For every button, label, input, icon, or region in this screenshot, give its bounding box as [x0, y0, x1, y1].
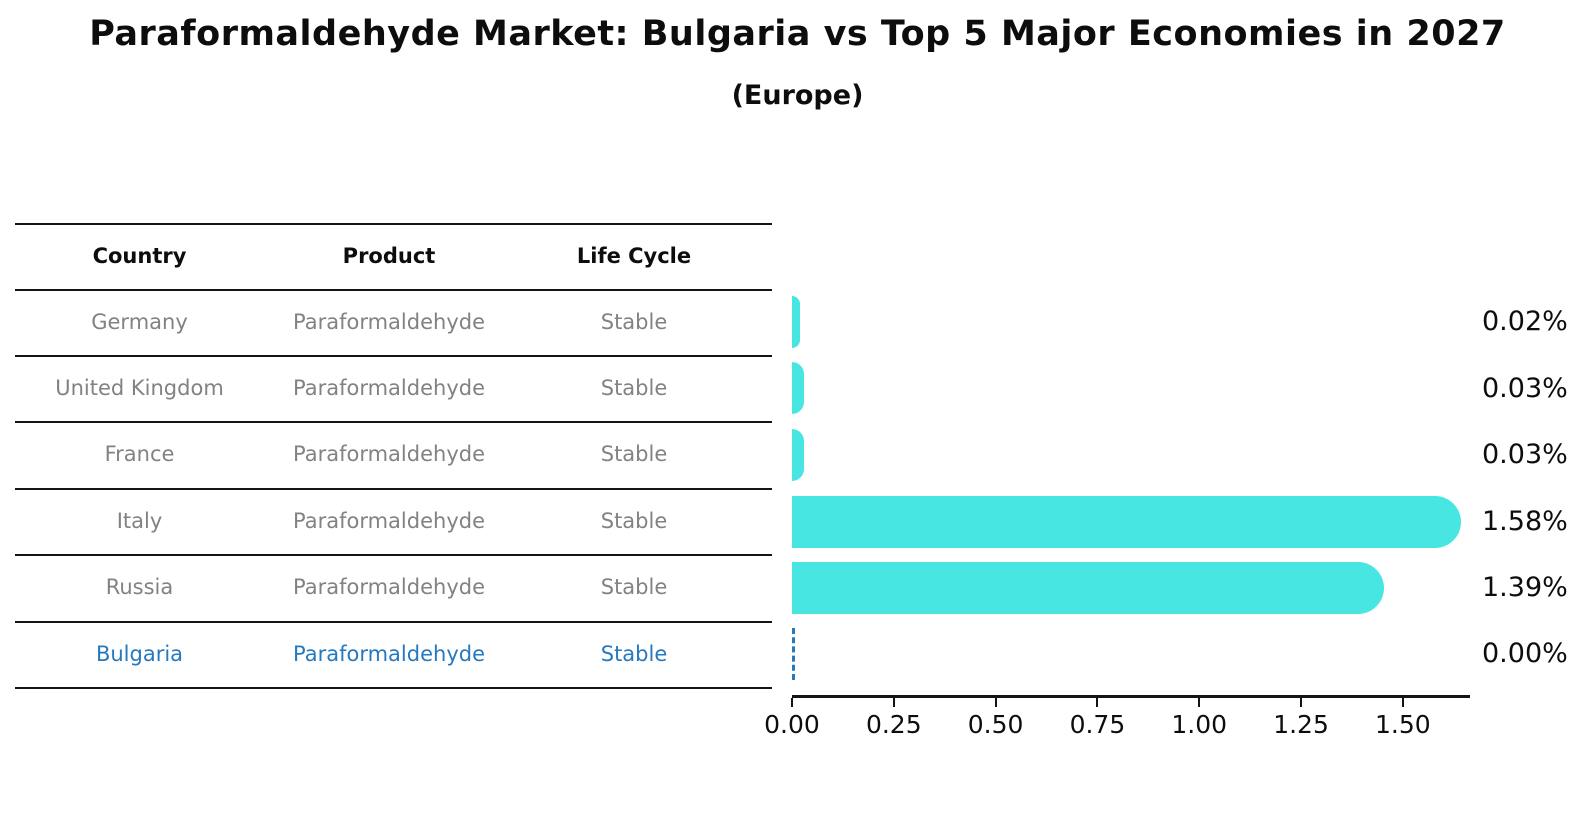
cell-life-cycle: Stable — [600, 376, 668, 400]
table-row-russia: Russia Paraformaldehyde Stable — [15, 554, 772, 620]
bar-russia — [792, 562, 1385, 614]
tick-label: 1.50 — [1374, 710, 1431, 739]
tick-mark — [994, 698, 997, 707]
tick-mark — [1096, 698, 1099, 707]
table-rule — [15, 355, 772, 357]
cell-product: Paraformaldehyde — [293, 442, 485, 466]
table-row-bulgaria: Bulgaria Paraformaldehyde Stable — [15, 621, 772, 687]
table-row-italy: Italy Paraformaldehyde Stable — [15, 488, 772, 554]
tick-label: 0.75 — [1069, 710, 1126, 739]
table-row-germany: Germany Paraformaldehyde Stable — [15, 289, 772, 355]
value-label: 1.58% — [1482, 506, 1568, 537]
bar-germany — [792, 296, 801, 348]
cell-life-cycle: Stable — [600, 442, 668, 466]
cell-life-cycle: Stable — [600, 642, 668, 666]
cell-product: Paraformaldehyde — [293, 376, 485, 400]
bar-bulgaria-zero-marker — [792, 628, 795, 680]
chart-title: Paraformaldehyde Market: Bulgaria vs Top… — [89, 14, 1506, 54]
value-label: 1.39% — [1482, 572, 1568, 603]
cell-country: Russia — [105, 575, 174, 599]
tick-label: 0.50 — [967, 710, 1024, 739]
cell-country: France — [104, 442, 175, 466]
tick-mark — [1401, 698, 1404, 707]
cell-life-cycle: Stable — [600, 310, 668, 334]
table-rule — [15, 554, 772, 556]
tick-mark — [892, 698, 895, 707]
tick-label: 1.25 — [1273, 710, 1329, 739]
table-rule — [15, 421, 772, 423]
tick-label: 0.25 — [865, 710, 922, 739]
cell-life-cycle: Stable — [600, 575, 668, 599]
table-rule — [15, 488, 772, 490]
tick-label: 0.00 — [764, 710, 820, 739]
cell-country: Italy — [116, 509, 163, 533]
column-header-product: Product — [342, 244, 436, 268]
cell-country: Bulgaria — [95, 642, 184, 666]
tick-label: 1.00 — [1171, 710, 1228, 739]
table-header-row: Country Product Life Cycle — [15, 223, 772, 289]
tick-mark — [1300, 698, 1303, 707]
value-label: 0.00% — [1482, 638, 1568, 669]
cell-product: Paraformaldehyde — [293, 509, 485, 533]
value-label: 0.03% — [1482, 373, 1568, 404]
cell-country: Germany — [91, 310, 188, 334]
bar-france — [792, 429, 805, 481]
table-rule — [15, 289, 772, 291]
table-row-france: France Paraformaldehyde Stable — [15, 421, 772, 487]
bar-united-kingdom — [792, 362, 805, 414]
table-row-united-kingdom: United Kingdom Paraformaldehyde Stable — [15, 355, 772, 421]
column-header-country: Country — [92, 244, 187, 268]
table-rule — [15, 687, 772, 689]
value-label: 0.03% — [1482, 439, 1568, 470]
bar-italy — [792, 496, 1462, 548]
table-rule — [15, 621, 772, 623]
column-header-life-cycle: Life Cycle — [576, 244, 692, 268]
tick-mark — [791, 698, 793, 707]
value-label: 0.02% — [1482, 306, 1568, 337]
cell-product: Paraformaldehyde — [293, 575, 485, 599]
cell-country: United Kingdom — [55, 376, 224, 400]
cell-product: Paraformaldehyde — [293, 310, 485, 334]
tick-mark — [1198, 698, 1201, 707]
chart-subtitle: (Europe) — [731, 80, 864, 111]
cell-product: Paraformaldehyde — [293, 642, 485, 666]
cell-life-cycle: Stable — [600, 509, 668, 533]
x-axis-line — [792, 695, 1470, 698]
table-rule — [15, 223, 772, 225]
